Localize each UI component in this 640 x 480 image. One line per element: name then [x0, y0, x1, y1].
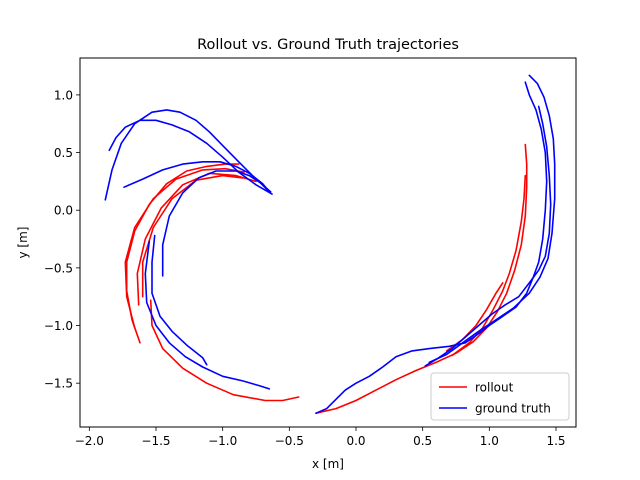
ground-truth-line-17: [428, 74, 556, 364]
rollout-line-4: [141, 174, 244, 298]
ground-truth-line-15: [315, 81, 548, 414]
x-axis: −2.0 −1.5 −1.0 −0.5 0.0 0.5 1.0 1.5: [75, 427, 566, 448]
rollout-line-5: [149, 299, 300, 402]
rollout-line-2: [124, 167, 245, 329]
x-tick-label: 1.5: [546, 434, 565, 448]
ground-truth-line-13: [151, 234, 208, 366]
y-axis: −1.5 −1.0 −0.5 0.0 0.5 1.0: [44, 88, 80, 391]
x-tick-label: −1.0: [208, 434, 237, 448]
x-tick-label: −1.5: [141, 434, 170, 448]
x-axis-label: x [m]: [312, 457, 344, 471]
ground-truth-line-11: [123, 161, 271, 193]
y-tick-label: 0.0: [54, 204, 73, 218]
ground-truth-line-16: [424, 105, 552, 367]
y-tick-label: 1.0: [54, 88, 73, 102]
legend-label: rollout: [475, 381, 514, 395]
x-tick-label: −0.5: [275, 434, 304, 448]
x-tick-label: −2.0: [75, 434, 104, 448]
y-tick-label: −1.0: [44, 319, 73, 333]
ground-truth-line-9: [108, 119, 273, 195]
rollout-line-3: [136, 172, 257, 306]
y-tick-label: −1.5: [44, 377, 73, 391]
plot-frame: [79, 57, 577, 428]
legend: rollout ground truth: [430, 372, 570, 421]
ground-truth-line-10: [104, 109, 272, 201]
ground-truth-line-12: [161, 170, 269, 277]
y-tick-label: −0.5: [44, 261, 73, 275]
series-layer: [104, 74, 556, 414]
x-tick-label: 0.5: [413, 434, 432, 448]
legend-label: ground truth: [475, 402, 551, 416]
rollout-line-6: [315, 143, 528, 414]
y-axis-label: y [m]: [16, 227, 30, 259]
x-tick-label: 1.0: [480, 434, 499, 448]
chart-title: Rollout vs. Ground Truth trajectories: [197, 37, 459, 53]
ground-truth-line-14: [144, 240, 271, 390]
y-tick-label: 0.5: [54, 146, 73, 160]
x-tick-label: 0.0: [346, 434, 365, 448]
